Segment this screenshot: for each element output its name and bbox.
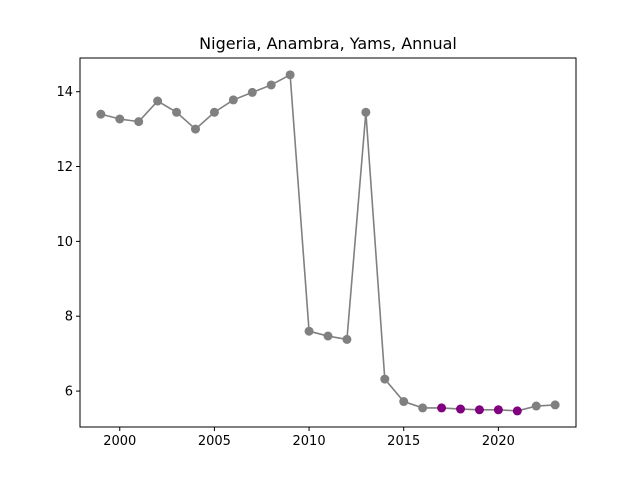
- highlighted-point: [493, 405, 503, 415]
- chart-title: Nigeria, Anambra, Yams, Annual: [199, 34, 457, 53]
- data-point: [266, 80, 276, 90]
- data-point: [96, 109, 106, 119]
- y-tick-label: 14: [56, 85, 73, 100]
- y-tick-label: 6: [65, 385, 73, 400]
- data-point: [380, 374, 390, 384]
- data-point: [304, 326, 314, 336]
- data-point: [115, 114, 125, 124]
- data-point: [342, 334, 352, 344]
- data-point: [399, 397, 409, 407]
- y-tick-label: 8: [65, 310, 73, 325]
- x-tick-label: 2015: [387, 434, 420, 449]
- data-point: [361, 107, 371, 117]
- data-point: [247, 87, 257, 97]
- x-tick-label: 2005: [198, 434, 231, 449]
- highlighted-point: [437, 403, 447, 413]
- plot-area: 2000 2005 2010 2015 2020 6 8 10 12 14: [56, 70, 560, 449]
- series-line: [100, 73, 556, 412]
- data-point: [228, 95, 238, 105]
- data-point: [172, 107, 182, 117]
- data-point: [550, 400, 560, 410]
- y-tick-label: 12: [56, 160, 73, 175]
- data-point: [531, 401, 541, 411]
- highlighted-point: [512, 406, 522, 416]
- data-point: [190, 124, 200, 134]
- highlighted-point: [474, 405, 484, 415]
- data-point: [134, 117, 144, 127]
- data-point: [209, 107, 219, 117]
- x-tick-label: 2010: [293, 434, 326, 449]
- data-point: [285, 70, 295, 80]
- highlighted-point: [456, 404, 466, 414]
- data-point: [418, 403, 428, 413]
- x-tick-label: 2020: [482, 434, 515, 449]
- x-tick-label: 2000: [103, 434, 136, 449]
- data-point: [323, 331, 333, 341]
- axes-frame: [79, 57, 577, 428]
- y-tick-label: 10: [56, 235, 73, 250]
- data-point: [153, 96, 163, 106]
